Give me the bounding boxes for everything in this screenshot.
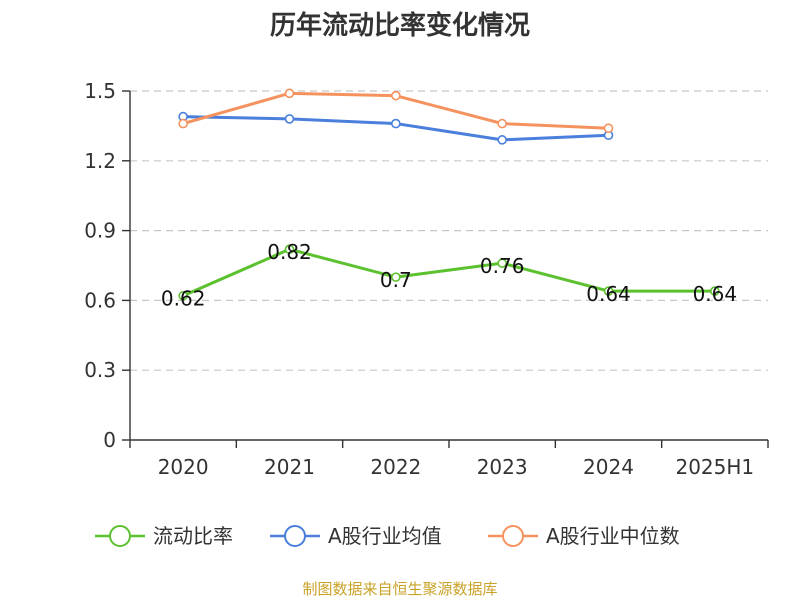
data-point [391,118,401,129]
axes: 0 0.3 0.6 0.9 1.2 1.5 2020 2021 2022 2023 2024 2025… [84,79,769,479]
y-tick-label: 0.9 [84,219,116,243]
data-point [178,290,188,301]
data-point [497,258,507,268]
series-group: 0.62 0.82 0.7 0.76 0.64 0.64 [161,88,738,311]
series-line-0 [182,247,715,298]
data-point [710,286,720,296]
data-label: 0.64 [586,282,631,306]
data-point [284,88,295,99]
legend-marker [502,525,524,547]
data-label: 0.7 [380,268,412,292]
data-point [284,244,295,255]
x-tick-label: 2024 [583,455,634,479]
data-label: 0.82 [267,240,312,264]
x-tick-label: 2023 [477,455,528,479]
y-tick-label: 1.2 [84,149,116,173]
data-point [603,123,614,134]
y-tick-label: 1.5 [84,79,116,103]
data-point [284,114,295,124]
legend-marker [284,525,306,547]
data-point [178,118,188,129]
y-tick-label: 0 [103,428,116,452]
data-point [497,118,507,129]
legend-marker [109,525,131,547]
data-label: 0.76 [480,254,525,278]
legend-label: A股行业均值 [328,524,442,548]
x-tick-label: 2021 [264,455,315,479]
source-note: 制图数据来自恒生聚源数据库 [302,580,497,598]
data-point [391,90,401,101]
data-point [603,286,614,296]
chart-title: 历年流动比率变化情况 [270,10,530,41]
legend: 流动比率 A股行业均值 A股行业中位数 [95,524,680,548]
grid-lines [130,90,768,371]
data-label: 0.64 [693,282,738,306]
data-label: 0.62 [161,287,206,311]
legend-label: A股行业中位数 [546,524,680,548]
y-tick-label: 0.6 [84,288,116,312]
data-point [391,272,401,282]
data-point [497,135,507,145]
legend-label: 流动比率 [153,524,233,548]
y-tick-label: 0.3 [84,358,116,382]
x-tick-label: 2020 [158,455,209,479]
x-tick-label: 2022 [370,455,421,479]
x-tick-label: 2025H1 [675,455,754,479]
